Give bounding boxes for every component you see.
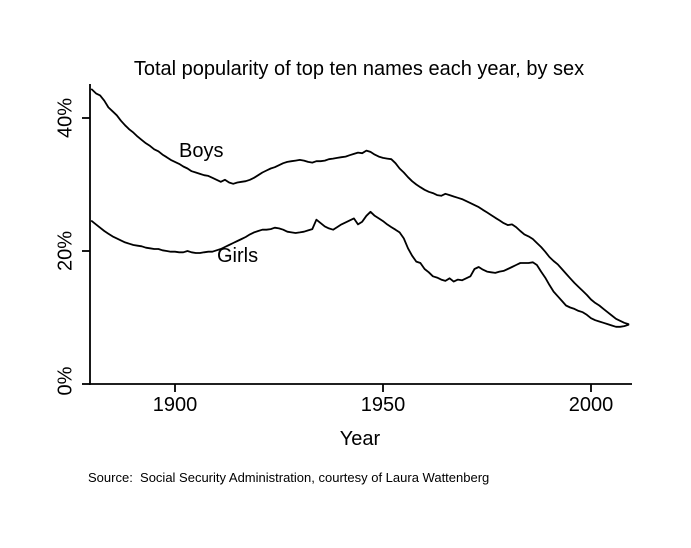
y-tick-label-0: 0% xyxy=(54,366,77,396)
girls-line xyxy=(90,210,630,328)
x-tick-label-1900: 1900 xyxy=(152,394,198,416)
chart-title: Total popularity of top ten names each y… xyxy=(133,58,585,80)
x-tick-label-2000: 2000 xyxy=(568,394,614,416)
girls-series-label: Girls xyxy=(217,245,259,267)
x-tick-label-1950: 1950 xyxy=(360,394,406,416)
boys-series-label: Boys xyxy=(179,140,224,162)
y-tick-label-40: 40% xyxy=(54,97,77,139)
source-note: Source: Social Security Administration, … xyxy=(88,470,490,485)
x-axis-title: Year xyxy=(339,428,381,450)
y-tick-label-20: 20% xyxy=(54,230,77,272)
boys-line xyxy=(90,88,630,326)
